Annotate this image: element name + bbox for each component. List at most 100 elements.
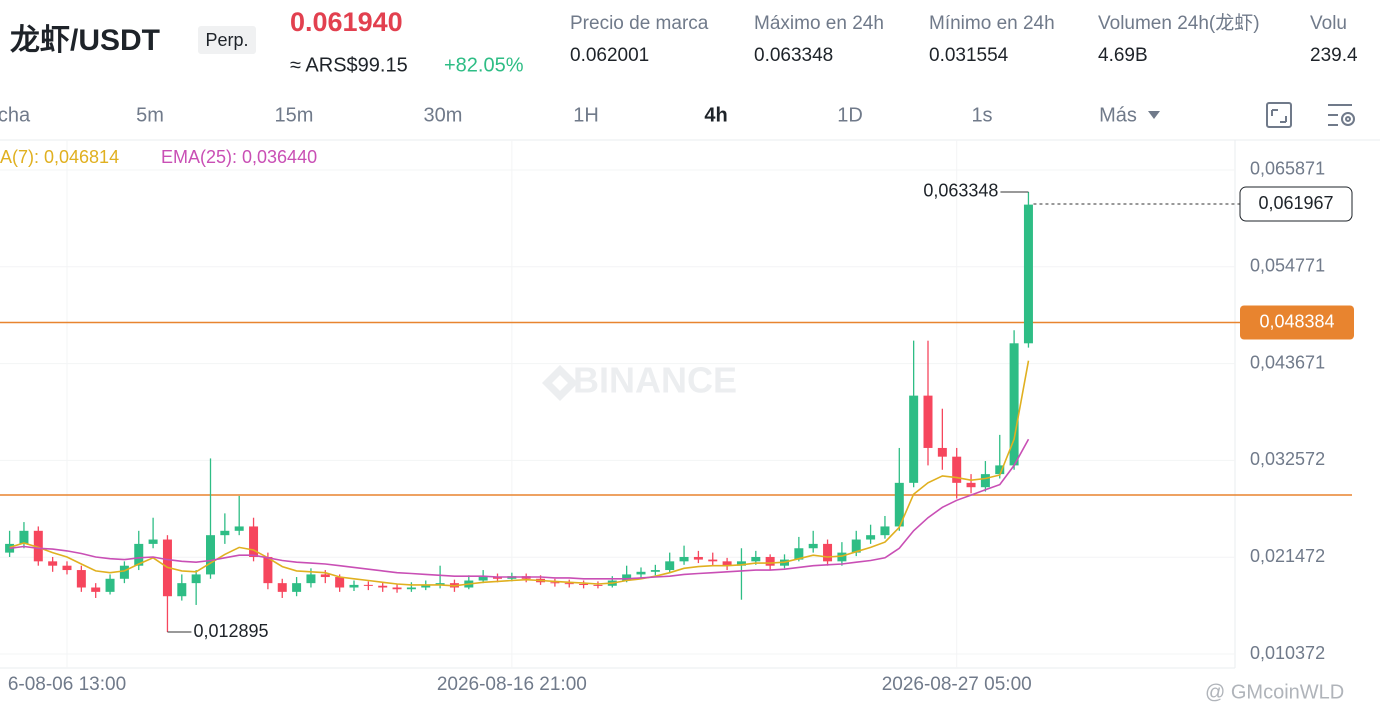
candle-body <box>206 535 215 575</box>
candle-body <box>1009 343 1019 466</box>
candle-body <box>335 577 345 588</box>
stat-label: Máximo en 24h <box>754 13 884 34</box>
candle-body <box>421 584 431 588</box>
candle-body <box>823 543 833 562</box>
stat-label: Volumen 24h(龙虾) <box>1098 12 1260 34</box>
candle-body <box>937 447 947 457</box>
candle-body <box>91 587 101 592</box>
timeframe-tab[interactable]: 1D <box>837 104 863 126</box>
candle-body <box>33 530 43 562</box>
x-tick-label: 2026-08-16 21:00 <box>437 674 587 695</box>
y-tick-label: 0,010372 <box>1250 643 1325 663</box>
timeframe-tab[interactable]: 5m <box>136 104 164 126</box>
chart-type-icon[interactable] <box>1266 102 1292 128</box>
candle-body <box>378 585 388 588</box>
pair: 龙虾/USDT <box>10 24 160 57</box>
candle-body <box>851 539 861 553</box>
x-tick-label: 6-08-06 13:00 <box>8 674 126 695</box>
candle-body <box>650 570 660 572</box>
candle-body <box>693 556 703 560</box>
stat-value: 0.063348 <box>754 45 833 66</box>
candle-body <box>363 584 373 586</box>
candle-body <box>751 556 761 562</box>
candle-body <box>579 584 589 586</box>
candle-body <box>220 530 230 536</box>
candle-body <box>880 526 890 536</box>
y-tick-label: 0,043671 <box>1250 352 1325 372</box>
timeframe-tab[interactable]: 4h <box>704 104 727 126</box>
settings-icon[interactable] <box>1328 104 1355 126</box>
candle-body <box>722 561 732 566</box>
candle-body <box>980 474 990 488</box>
candle-body <box>765 556 775 566</box>
timeframe-tab[interactable]: 1s <box>971 104 992 126</box>
stat-label: Volu <box>1310 13 1347 34</box>
candle-body <box>148 539 158 544</box>
candle-body <box>837 552 847 562</box>
candle-body <box>866 535 876 540</box>
candle-body <box>708 559 718 562</box>
stat-value: 0.062001 <box>570 45 649 66</box>
stat-label: Precio de marca <box>570 13 709 34</box>
candle-body <box>794 548 804 560</box>
badge-bg <box>198 26 256 54</box>
candle-body <box>564 583 574 585</box>
timeframe-tab[interactable]: 30m <box>424 104 463 126</box>
badge: Perp. <box>205 30 248 50</box>
y-tick-label: 0,032572 <box>1250 449 1325 469</box>
candle-body <box>76 570 86 588</box>
ema-line <box>9 360 1030 587</box>
candle-body <box>593 584 603 586</box>
credit: @ GMcoinWLD <box>1205 681 1344 703</box>
candle-body <box>406 587 416 590</box>
candle-body <box>636 571 646 575</box>
price-level-tag <box>1240 305 1354 340</box>
y-tick-label: 0,021472 <box>1250 546 1325 566</box>
candle-body <box>966 482 976 488</box>
candle-body <box>894 482 904 527</box>
candle-body <box>105 578 115 592</box>
timeframe-tab[interactable]: 1H <box>573 104 599 126</box>
candle-body <box>679 556 689 562</box>
candle-body <box>62 565 72 571</box>
candle-body <box>392 587 402 590</box>
stat-value: 239.4 <box>1310 45 1358 66</box>
low-label: 0,012895 <box>193 621 268 641</box>
candle-body <box>435 583 445 585</box>
candle-body <box>119 565 129 579</box>
candle-body <box>263 556 273 584</box>
ema-line <box>9 438 1030 580</box>
candle-body <box>808 543 818 549</box>
fiat-price: ≈ ARS$99.15 <box>290 54 408 76</box>
candle-body <box>306 574 316 584</box>
stat-value: 0.031554 <box>929 45 1009 66</box>
watermark: BINANCE <box>573 360 737 401</box>
candle-body <box>478 577 488 581</box>
timeframe-tab[interactable]: cha <box>0 104 31 126</box>
timeframe-tab[interactable]: Más <box>1099 104 1137 126</box>
candle-body <box>1023 204 1033 344</box>
candle-body <box>995 465 1005 475</box>
last-price-label: 0,061967 <box>1258 193 1333 213</box>
candle-body <box>320 574 330 578</box>
stat-label: Mínimo en 24h <box>929 13 1055 34</box>
price-level-label: 0,048384 <box>1259 311 1334 331</box>
candle-body <box>550 582 560 584</box>
candle-body <box>493 577 502 579</box>
stat-value: 4.69B <box>1098 45 1148 66</box>
candle-body <box>134 543 144 566</box>
last-price-tag <box>1239 186 1353 222</box>
timeframe-tab[interactable]: 15m <box>275 104 314 126</box>
x-tick-label: 2026-08-27 05:00 <box>882 674 1032 695</box>
candle-body <box>277 583 287 592</box>
candle-body <box>191 574 201 584</box>
legend-entry: A(7): 0,046814 <box>0 147 119 167</box>
watermark-logo <box>542 365 578 401</box>
candle-body <box>292 583 302 592</box>
price: 0.061940 <box>290 7 403 37</box>
legend-entry: EMA(25): 0,036440 <box>161 147 317 167</box>
candle-body <box>665 561 675 571</box>
candle-body <box>923 395 933 448</box>
y-tick-label: 0,054771 <box>1250 256 1325 276</box>
